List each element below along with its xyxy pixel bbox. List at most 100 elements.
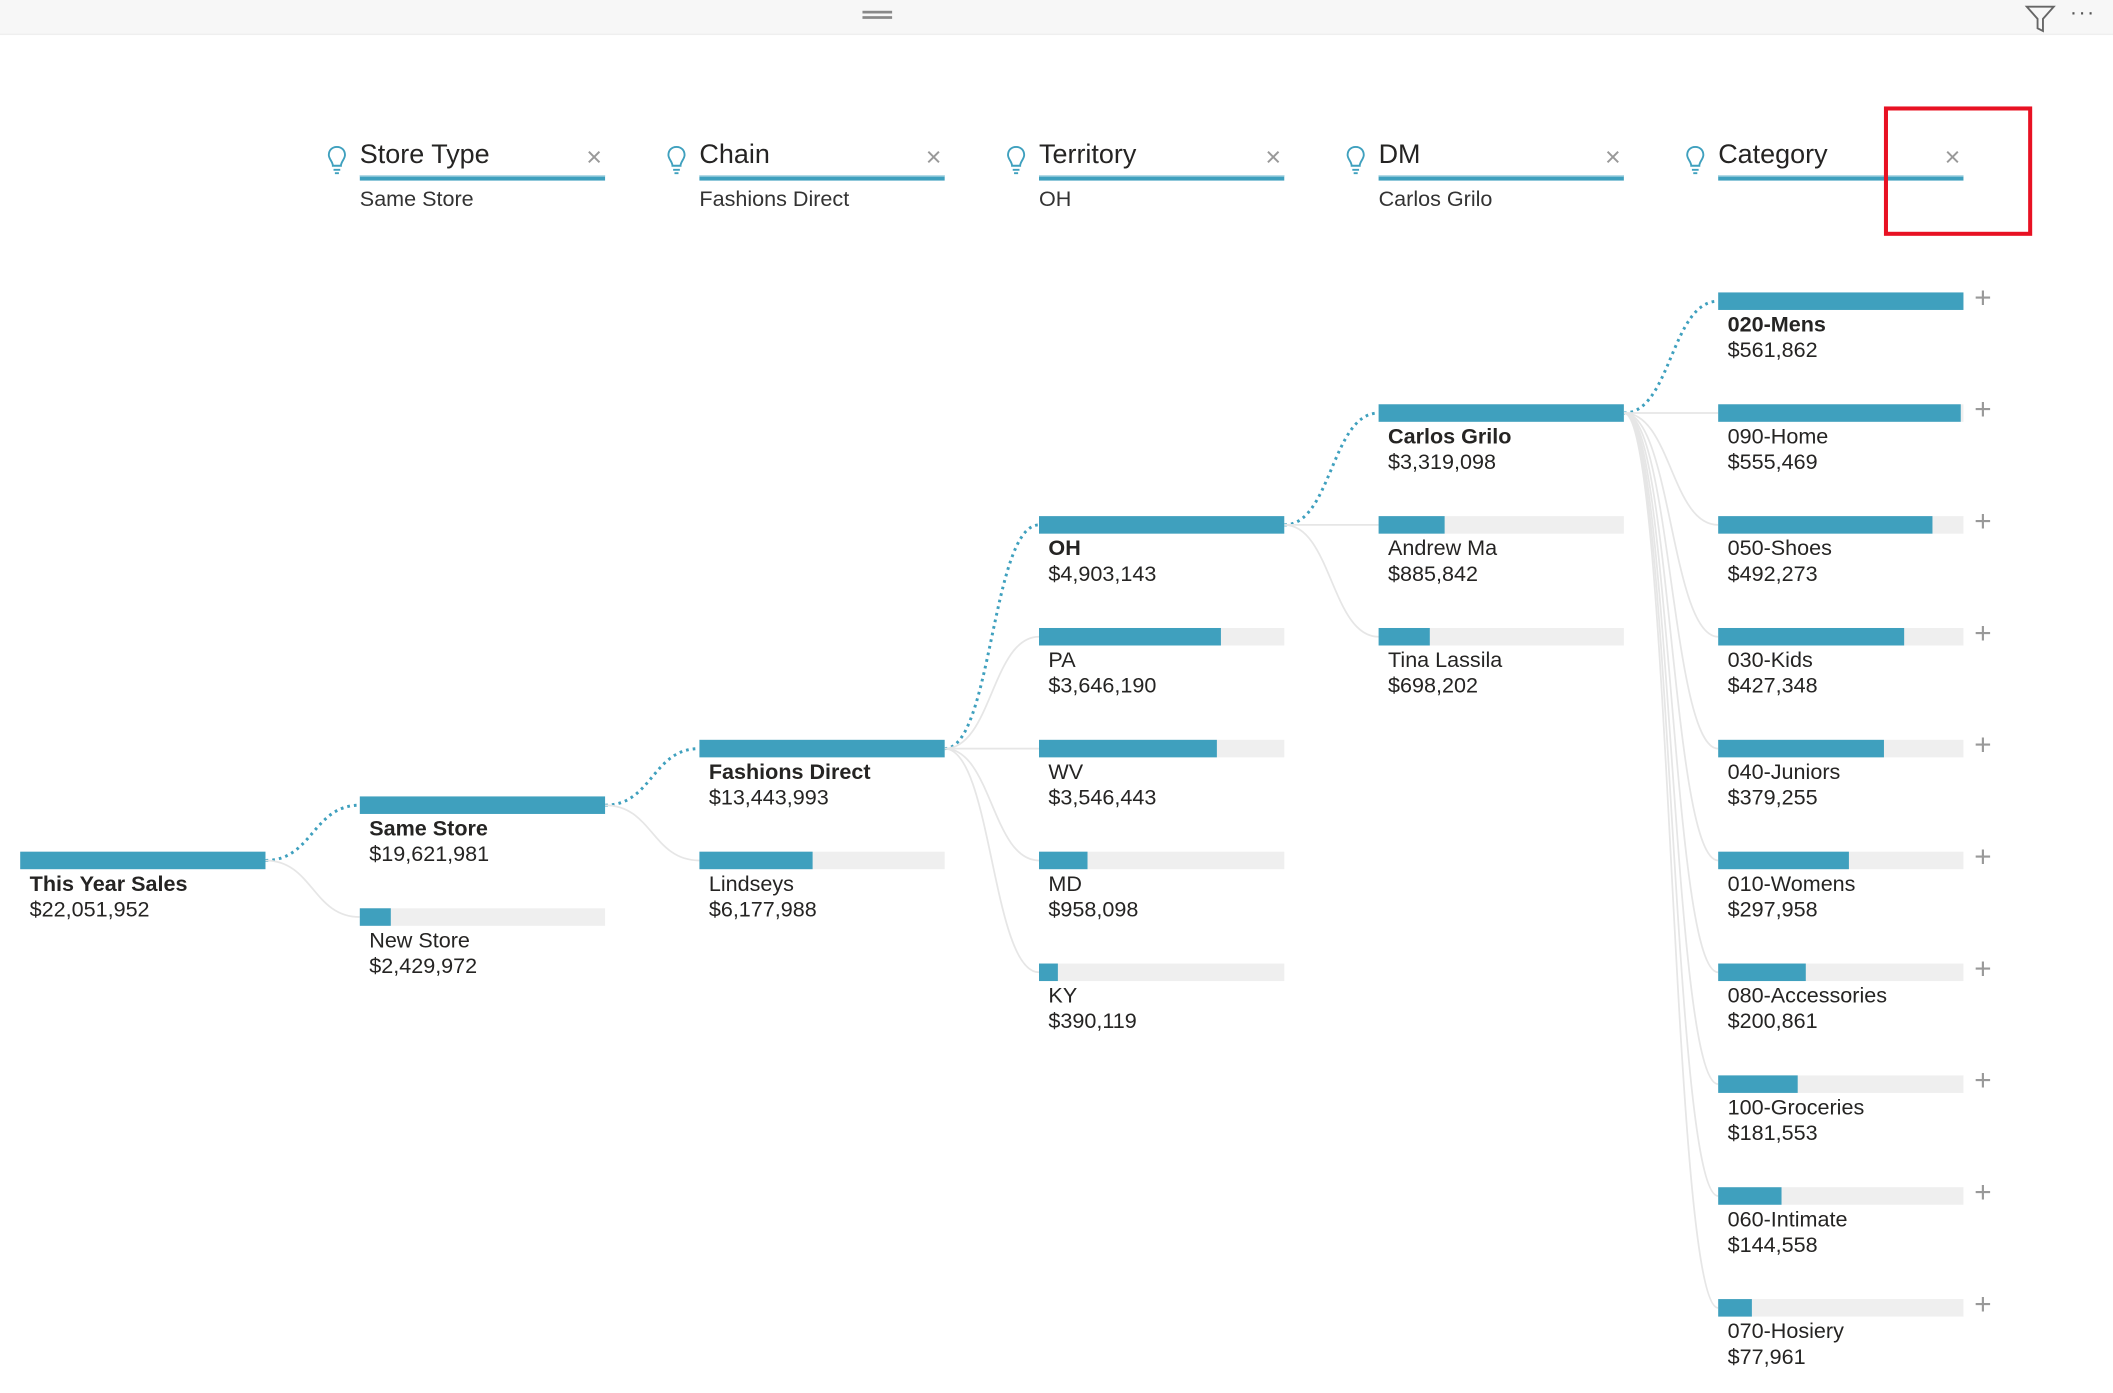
node-bar-track[interactable] (1718, 1187, 1964, 1205)
node-value: $77,961 (1727, 1346, 1806, 1370)
node-label: 060-Intimate (1727, 1208, 1848, 1232)
level-header-label[interactable]: Territory (1038, 140, 1137, 170)
node-bar-fill (1718, 851, 1849, 870)
node-bar-track[interactable] (1038, 739, 1285, 758)
node-value: $3,319,098 (1388, 451, 1496, 475)
connector (1623, 412, 1719, 526)
expand-plus-icon[interactable]: + (1974, 504, 1992, 538)
node-label: 020-Mens (1727, 313, 1826, 337)
node-label: Tina Lassila (1388, 649, 1503, 673)
node-label: 080-Accessories (1727, 985, 1888, 1009)
node-label: Lindseys (708, 873, 794, 897)
node-bar-track[interactable] (1378, 404, 1624, 422)
node-label: MD (1048, 873, 1082, 897)
node-value: $6,177,988 (708, 898, 817, 922)
node-label: 100-Groceries (1727, 1096, 1865, 1120)
node-bar-track[interactable] (1038, 851, 1285, 870)
node-value: $22,051,952 (29, 898, 150, 922)
connector (1623, 412, 1719, 1197)
node-value: $555,469 (1727, 451, 1818, 475)
node-bar-fill (1378, 404, 1624, 422)
node-bar-fill (359, 908, 391, 926)
node-bar-track[interactable] (359, 908, 606, 926)
expand-plus-icon[interactable]: + (1974, 615, 1992, 650)
level-header-label[interactable]: Chain (699, 140, 770, 170)
node-bar-track[interactable] (1718, 516, 1964, 534)
expand-plus-icon[interactable]: + (1974, 839, 1992, 874)
level-header-label[interactable]: DM (1378, 140, 1421, 170)
node-bar-track[interactable] (699, 851, 945, 870)
node-bar-track[interactable] (1038, 627, 1285, 646)
lightbulb-icon[interactable] (1686, 145, 1705, 176)
node-value: $19,621,981 (369, 843, 490, 867)
node-value: $698,202 (1388, 675, 1478, 699)
node-bar-fill (1038, 739, 1217, 758)
connector (1623, 412, 1719, 1086)
node-bar-track[interactable] (1718, 1299, 1964, 1317)
close-icon[interactable]: × (1944, 142, 1961, 173)
node-bar-track[interactable] (1038, 963, 1285, 982)
connector (944, 747, 1040, 974)
level-header-label[interactable]: Store Type (359, 140, 490, 170)
selected-connector (605, 747, 700, 807)
node-value: $885,842 (1388, 563, 1478, 587)
node-label: New Store (369, 929, 470, 953)
node-bar-track[interactable] (1718, 739, 1964, 758)
level-selected-value: Carlos Grilo (1378, 188, 1493, 212)
level-header-label[interactable]: Category (1718, 140, 1828, 170)
node-bar-fill (1378, 627, 1431, 646)
node-bar-track[interactable] (1718, 292, 1964, 310)
node-bar-track[interactable] (1718, 851, 1964, 870)
expand-plus-icon[interactable]: + (1974, 1063, 1992, 1097)
node-bar-fill (1718, 627, 1905, 646)
node-bar-track[interactable] (1378, 627, 1624, 646)
expand-plus-icon[interactable]: + (1974, 727, 1992, 762)
connector (1623, 412, 1719, 974)
level-header-underline (1038, 175, 1285, 181)
node-label: This Year Sales (29, 873, 188, 897)
node-bar-fill (1718, 1075, 1798, 1093)
filter-icon[interactable] (2024, 4, 2056, 34)
expand-plus-icon[interactable]: + (1974, 1175, 1992, 1209)
node-bar-fill (1718, 739, 1884, 758)
node-value: $390,119 (1048, 1010, 1137, 1034)
node-value: $2,429,972 (369, 955, 478, 979)
connector (605, 804, 700, 862)
node-bar-fill (1038, 516, 1285, 534)
expand-plus-icon[interactable]: + (1974, 951, 1992, 986)
level-selected-value: Fashions Direct (699, 188, 850, 212)
lightbulb-icon[interactable] (327, 145, 346, 176)
node-bar-track[interactable] (359, 796, 606, 814)
node-bar-fill (1718, 292, 1964, 310)
node-label: KY (1048, 985, 1078, 1009)
level-header-underline (699, 175, 945, 181)
node-bar-track[interactable] (20, 851, 266, 870)
more-options-icon[interactable]: ··· (2069, 1, 2096, 25)
lightbulb-icon[interactable] (667, 145, 686, 176)
expand-plus-icon[interactable]: + (1974, 392, 1992, 426)
node-bar-fill (699, 739, 945, 758)
expand-plus-icon[interactable]: + (1974, 280, 1992, 314)
lightbulb-icon[interactable] (1346, 145, 1365, 176)
node-bar-track[interactable] (699, 739, 945, 758)
close-icon[interactable]: × (925, 142, 942, 173)
expand-plus-icon[interactable]: + (1974, 1286, 1992, 1321)
node-label: 070-Hosiery (1727, 1320, 1844, 1344)
node-value: $3,546,443 (1048, 786, 1157, 810)
node-bar-track[interactable] (1718, 404, 1964, 422)
node-label: 030-Kids (1727, 649, 1813, 673)
node-bar-track[interactable] (1378, 516, 1624, 534)
node-label: Same Store (369, 817, 488, 841)
node-bar-track[interactable] (1718, 627, 1964, 646)
node-bar-track[interactable] (1038, 516, 1285, 534)
node-label: 010-Womens (1727, 873, 1856, 897)
node-value: $13,443,993 (708, 786, 829, 810)
close-icon[interactable]: × (586, 142, 602, 173)
drag-handle-icon[interactable] (862, 10, 893, 19)
node-bar-track[interactable] (1718, 963, 1964, 982)
node-bar-track[interactable] (1718, 1075, 1964, 1093)
close-icon[interactable]: × (1604, 142, 1621, 173)
node-label: WV (1048, 761, 1084, 785)
close-icon[interactable]: × (1265, 142, 1282, 173)
lightbulb-icon[interactable] (1007, 145, 1026, 176)
